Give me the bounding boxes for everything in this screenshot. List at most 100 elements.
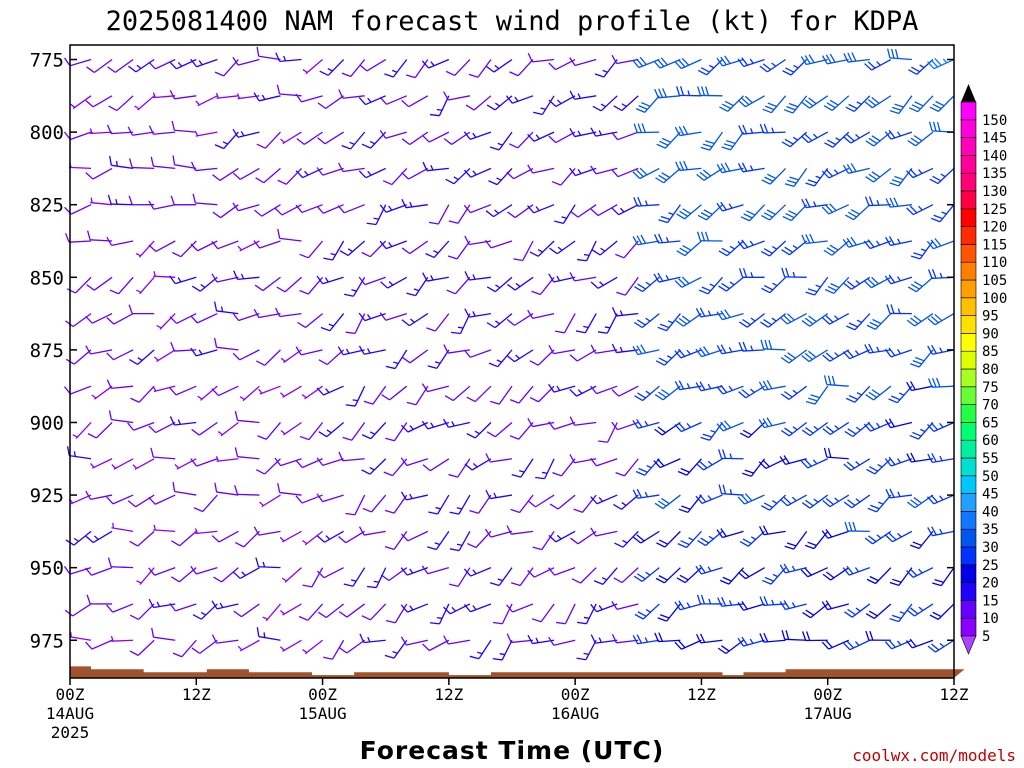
wind-barb [381,385,408,401]
wind-barb-full [741,600,748,610]
wind-barb-full [829,203,837,212]
wind-barb-full [129,650,139,656]
wind-barb-full [912,360,922,365]
wind-barb-full [148,425,157,434]
wind-barb-half [729,489,733,495]
wind-barb [316,385,344,396]
wind-barb-full [821,601,829,610]
wind-barb-full [806,631,811,641]
wind-barb-full [485,453,491,463]
wind-barb [486,421,513,438]
wind-barb [674,380,702,391]
wind-barb [106,603,134,613]
wind-barb [657,313,681,332]
wind-barb-full [172,155,176,165]
wind-barb-full [737,602,745,611]
wind-barb-staff [745,385,765,399]
wind-barb-full [762,380,769,390]
wind-barb-full [171,120,175,131]
wind-barb-full [737,496,745,505]
wind-barb-full [654,234,660,244]
wind-barb-staff [311,567,324,588]
wind-barb-half [619,310,623,316]
wind-barb-staff [686,530,702,548]
wind-barb [718,276,744,292]
colorbar-swatch [960,315,977,334]
wind-barb-full [108,105,118,112]
wind-barb [843,494,871,509]
wind-barb-full [802,612,811,619]
wind-barb-full [889,197,895,207]
wind-barb-half [645,571,651,576]
wind-barb-staff [595,167,618,175]
wind-barb-half [409,201,413,208]
colorbar-swatch [960,333,977,352]
wind-barb-staff [469,312,492,318]
wind-barb-half [875,422,881,428]
wind-barb [842,163,870,174]
wind-barb-staff [279,312,302,318]
wind-barb [466,385,492,403]
wind-barb-full [889,182,899,187]
wind-barb [740,204,766,222]
wind-barb-full [463,169,472,178]
wind-barb-full [632,59,640,68]
wind-barb [190,240,218,252]
wind-barb-staff [427,385,450,393]
wind-barb-full [513,258,523,262]
wind-barb-full [655,360,665,366]
y-tick-label: 825 [30,195,64,217]
wind-barb-half [599,281,604,286]
wind-barb-staff [388,567,408,582]
wind-barb-staff [642,385,660,402]
wind-barb [697,86,723,97]
wind-barb-staff [90,201,113,206]
wind-barb [363,385,387,405]
wind-barb-full [825,425,835,433]
wind-barb [256,131,281,149]
x-axis-title: Forecast Time (UTC) [360,736,665,765]
wind-barb-full [888,418,895,428]
wind-barb [886,48,912,61]
wind-barb-half [349,141,355,145]
wind-barb [634,276,660,293]
x-tick-label: 00Z [813,685,842,704]
wind-barb-full [527,309,534,319]
wind-barb-full [913,135,923,142]
wind-barb-full [341,144,351,150]
wind-barb-half [918,606,924,612]
wind-barb-full [716,423,724,432]
wind-barb-staff [470,567,492,577]
wind-barb-staff [90,494,113,500]
wind-barb-staff [387,276,408,289]
x-tick-label: 12Z [940,685,969,704]
wind-barb [718,449,744,460]
wind-barb [85,639,113,650]
wind-barb-full [699,171,708,179]
colorbar-swatch [960,600,977,619]
wind-barb-full [86,230,91,241]
wind-barb-full [821,170,830,179]
wind-barb [511,458,534,478]
colorbar-label: 105 [982,273,1007,289]
wind-barb [510,567,534,587]
wind-barb-full [805,400,816,405]
wind-barb-full [865,140,875,147]
wind-barb-staff [788,385,808,400]
wind-barb-staff [304,639,323,655]
wind-barb-staff [111,527,134,533]
wind-barb-half [791,602,796,608]
wind-barb-full [842,642,851,651]
wind-barb-full [847,499,856,506]
wind-barb-half [813,425,819,431]
wind-barb-half [771,127,775,133]
wind-barb-full [674,601,681,611]
wind-barb-full [632,236,639,246]
wind-barb [384,639,408,659]
wind-barb-staff [261,204,281,217]
wind-barb-full [527,205,535,214]
wind-barb [253,526,281,536]
wind-barb-full [695,348,703,358]
wind-barb-staff [354,385,366,407]
wind-barb-full [87,433,97,439]
